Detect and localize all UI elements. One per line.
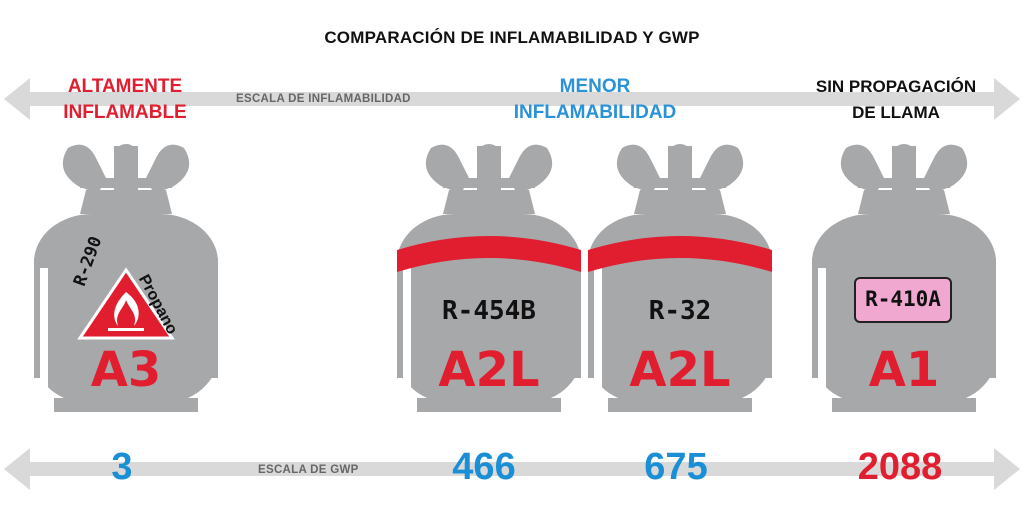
flammability-scale-arrow — [4, 78, 1020, 120]
red-band — [397, 236, 581, 272]
label-line: DE LLAMA — [852, 103, 940, 122]
flame-hazard-icon — [77, 267, 175, 340]
label-line: SIN PROPAGACIÓN — [815, 77, 977, 96]
label-line: INFLAMABLE — [63, 102, 187, 123]
lower-flammability-label: MENOR INFLAMABILIDAD — [490, 74, 700, 126]
label-line: INFLAMABILIDAD — [513, 102, 677, 123]
highly-flammable-label: ALTAMENTE INFLAMABLE — [40, 74, 210, 126]
safety-class-a1: A1 — [868, 342, 940, 398]
label-line: MENOR — [559, 76, 631, 97]
safety-class-a3: A3 — [90, 342, 162, 398]
refrigerant-r410a-label: R-410A — [865, 287, 941, 311]
tank-r32 — [588, 144, 772, 412]
page-title: COMPARACIÓN DE INFLAMABILIDAD Y GWP — [324, 28, 700, 47]
safety-class-a2l: A2L — [438, 342, 540, 398]
red-band — [588, 236, 772, 272]
refrigerant-r454b-label: R-454B — [442, 296, 536, 326]
refrigerant-r32-label: R-32 — [648, 296, 712, 326]
gwp-scale-label: ESCALA DE GWP — [258, 464, 359, 476]
gwp-value-r454b: 466 — [452, 446, 516, 488]
gwp-scale-arrow — [4, 448, 1020, 490]
flammability-scale-label: ESCALA DE INFLAMABILIDAD — [236, 93, 411, 105]
safety-class-a2l: A2L — [629, 342, 731, 398]
gwp-value-r410a: 2088 — [857, 446, 943, 488]
refrigerant-tag: R-410A — [854, 277, 952, 323]
gwp-value-r290: 3 — [111, 446, 133, 488]
no-flame-propagation-label: SIN PROPAGACIÓN DE LLAMA — [796, 74, 996, 126]
label-line: ALTAMENTE — [67, 76, 183, 97]
gwp-value-r32: 675 — [644, 446, 708, 488]
tank-r454b — [397, 144, 581, 412]
